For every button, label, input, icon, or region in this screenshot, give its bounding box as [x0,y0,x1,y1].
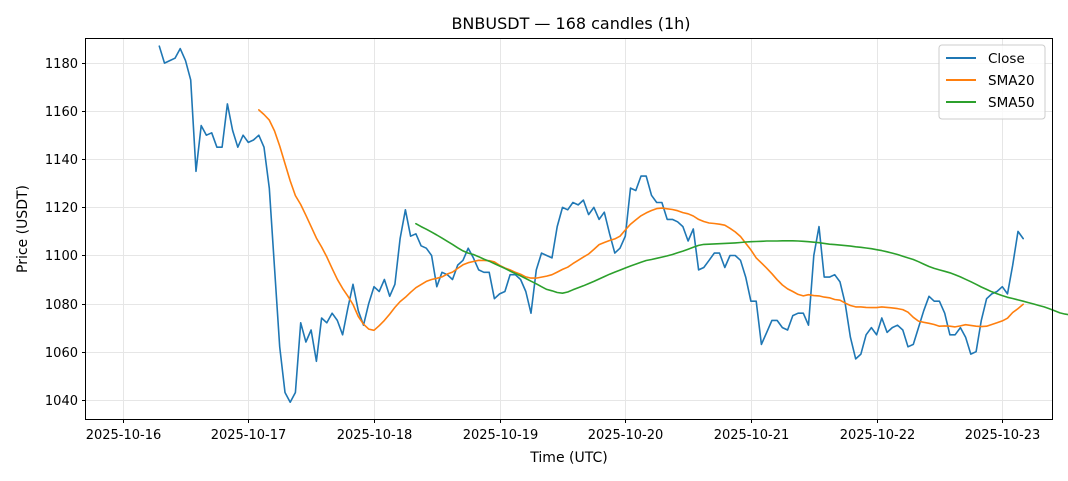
x-axis-label: Time (UTC) [529,450,607,466]
series-line-close [158,45,1025,404]
y-tick-label: 1140 [45,153,78,168]
legend: Close SMA20 SMA50 [938,44,1046,120]
x-tick-label: 2025-10-16 [86,428,162,443]
legend-label: SMA50 [988,95,1035,111]
y-tick-label: 1120 [45,201,78,216]
x-tick-label: 2025-10-18 [337,428,413,443]
y-tick-label: 1080 [45,298,78,313]
y-tick-label: 1040 [45,394,78,409]
series-line-sma20 [257,109,1025,332]
plot-frame [85,38,1053,420]
x-tick-label: 2025-10-22 [840,428,916,443]
y-tick-label: 1180 [45,57,78,72]
legend-box [938,44,1046,120]
x-tick-label: 2025-10-20 [588,428,664,443]
x-axis-ticks: 2025-10-16 2025-10-17 2025-10-18 2025-10-19… [86,419,1041,443]
y-tick-label: 1160 [45,105,78,120]
y-axis-ticks: 1040 1060 1080 1100 1120 1140 1160 1180 [45,57,86,409]
chart-title: BNBUSDT — 168 candles (1h) [451,14,690,33]
x-tick-label: 2025-10-19 [463,428,539,443]
series-lines [158,45,1068,404]
legend-label: Close [988,51,1025,67]
x-tick-label: 2025-10-17 [211,428,287,443]
y-tick-label: 1060 [45,346,78,361]
y-tick-label: 1100 [45,249,78,264]
legend-label: SMA20 [988,73,1035,89]
series-line-sma50 [415,222,1068,316]
x-tick-label: 2025-10-23 [965,428,1041,443]
y-axis-label: Price (USDT) [15,185,31,273]
x-tick-label: 2025-10-21 [714,428,790,443]
